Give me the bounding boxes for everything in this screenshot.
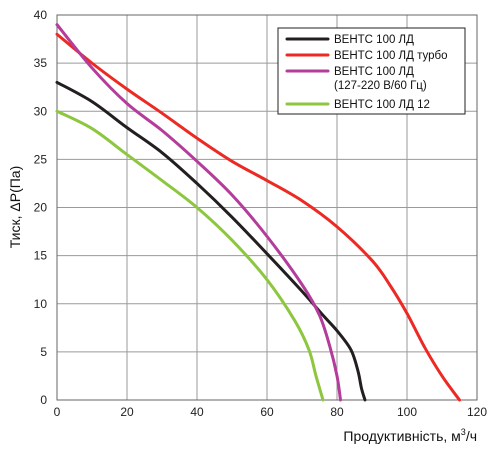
- series-line-4: [55, 109, 325, 402]
- x-axis-title-sup: 3: [461, 427, 466, 437]
- y-tick-label: 15: [34, 249, 48, 263]
- x-tick-label: 120: [467, 405, 487, 419]
- y-tick-label: 10: [34, 297, 48, 311]
- x-tick-label: 80: [330, 405, 344, 419]
- legend-label-1: ВЕНТС 100 ЛД: [334, 34, 414, 46]
- y-tick-label: 35: [34, 56, 48, 70]
- series-line-2: [55, 32, 461, 402]
- y-tick-label: 20: [34, 201, 48, 215]
- plot-frame: [56, 14, 478, 401]
- tick-labels: 0 20 40 60 80 100 120 0 5 10 15 20 25 30 35 40: [34, 8, 488, 419]
- legend-label-3-line2: (127-220 В/60 Гц): [334, 80, 427, 92]
- y-tick-label: 0: [40, 393, 47, 407]
- y-tick-label: 30: [34, 104, 48, 118]
- x-tick-label: 60: [260, 405, 274, 419]
- grid: [57, 15, 477, 400]
- series-line-3: [55, 23, 342, 402]
- x-tick-label: 40: [190, 405, 204, 419]
- x-axis-title-main: Продуктивність, м: [343, 428, 460, 444]
- y-tick-label: 5: [40, 345, 47, 359]
- x-tick-label: 100: [397, 405, 417, 419]
- x-tick-label: 20: [120, 405, 134, 419]
- x-tick-label: 0: [54, 405, 61, 419]
- legend-label-3: ВЕНТС 100 ЛД: [334, 66, 414, 78]
- legend: ВЕНТС 100 ЛД ВЕНТС 100 ЛД турбо ВЕНТС 100 …: [277, 27, 466, 115]
- y-axis-title: Тиск, ΔP(Па): [7, 166, 23, 249]
- y-tick-label: 25: [34, 152, 48, 166]
- x-axis-title-tail: /ч: [466, 428, 477, 444]
- series-lines: [55, 23, 461, 402]
- series-line-1: [55, 80, 367, 402]
- x-axis-title: Продуктивність, м3/ч: [343, 427, 477, 444]
- legend-label-4: ВЕНТС 100 ЛД 12: [334, 99, 430, 111]
- legend-label-2: ВЕНТС 100 ЛД турбо: [334, 50, 447, 62]
- y-tick-label: 40: [34, 8, 48, 22]
